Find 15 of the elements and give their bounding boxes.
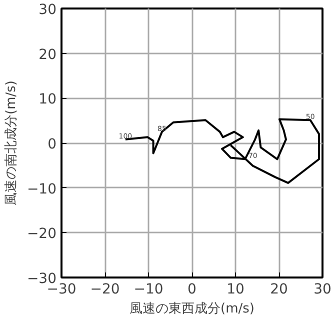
y-tick-label: −30 bbox=[26, 271, 56, 287]
x-axis-title: 風速の東西成分(m/s) bbox=[130, 302, 254, 316]
y-tick-label: 30 bbox=[38, 2, 57, 18]
y-tick-label: 0 bbox=[48, 136, 57, 152]
y-tick-label: −20 bbox=[26, 226, 56, 242]
x-tick-label: 30 bbox=[314, 282, 332, 298]
y-axis-title: 風速の南北成分(m/s) bbox=[4, 80, 19, 206]
x-tick-label: 0 bbox=[188, 282, 196, 298]
y-tick-label: 10 bbox=[38, 92, 57, 108]
y-tick-label: −10 bbox=[26, 181, 56, 198]
x-tick-label: 10 bbox=[226, 282, 244, 298]
x-tick-label: −20 bbox=[90, 282, 120, 298]
y-tick-label: 20 bbox=[38, 46, 57, 63]
x-tick-label: 20 bbox=[270, 282, 288, 298]
x-tick-label: −10 bbox=[134, 282, 164, 298]
